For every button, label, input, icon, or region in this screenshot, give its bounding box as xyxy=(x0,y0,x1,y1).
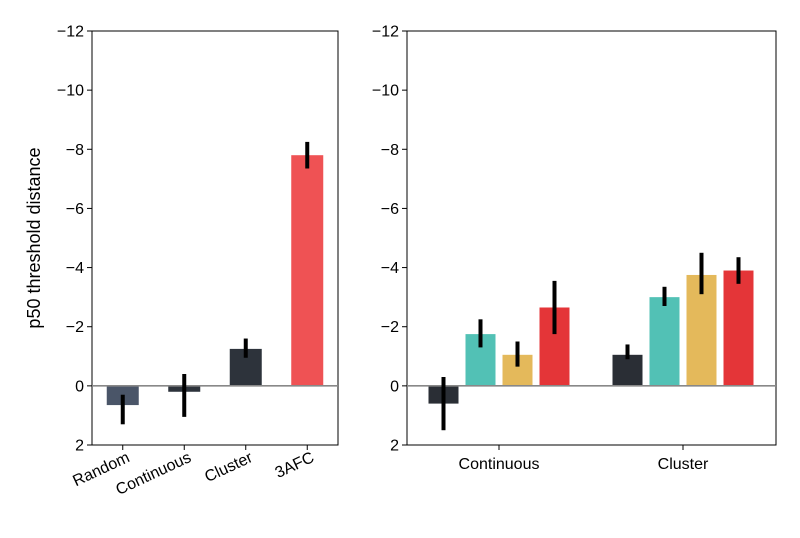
x-tick-label-continuous: Continuous xyxy=(459,456,540,473)
y-tick-label: −6 xyxy=(66,201,84,218)
bar-cluster-series-2 xyxy=(649,297,680,386)
y-tick-label: −6 xyxy=(381,201,399,218)
x-tick-label-cluster: Cluster xyxy=(658,456,709,473)
y-tick-label: −8 xyxy=(381,142,399,159)
x-tick-label-3afc: 3AFC xyxy=(273,449,317,482)
bar-3afc xyxy=(291,155,324,386)
y-tick-label: −4 xyxy=(66,260,84,277)
plot-frame-2 xyxy=(406,30,777,446)
y-tick-label: −2 xyxy=(381,319,399,336)
y-tick-label: −12 xyxy=(372,24,399,41)
x-tick-label-cluster: Cluster xyxy=(202,449,256,486)
y-axis-label: p50 threshold distance xyxy=(24,147,44,328)
y-tick-label: −8 xyxy=(66,142,84,159)
y-tick-label: 0 xyxy=(75,378,84,395)
y-tick-label: 2 xyxy=(75,438,84,455)
y-tick-label: 2 xyxy=(390,438,399,455)
y-tick-label: −2 xyxy=(66,319,84,336)
y-tick-label: 0 xyxy=(390,378,399,395)
y-tick-label: −12 xyxy=(57,24,84,41)
y-tick-label: −4 xyxy=(381,260,399,277)
bar-cluster-series-4 xyxy=(723,270,754,386)
y-tick-label: −10 xyxy=(57,83,84,100)
bar-cluster-series-1 xyxy=(612,354,643,386)
plot-frame-1 xyxy=(91,30,339,446)
y-tick-label: −10 xyxy=(372,83,399,100)
